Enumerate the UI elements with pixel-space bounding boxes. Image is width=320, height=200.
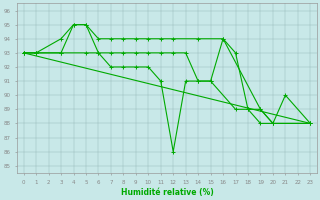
X-axis label: Humidité relative (%): Humidité relative (%) — [121, 188, 213, 197]
